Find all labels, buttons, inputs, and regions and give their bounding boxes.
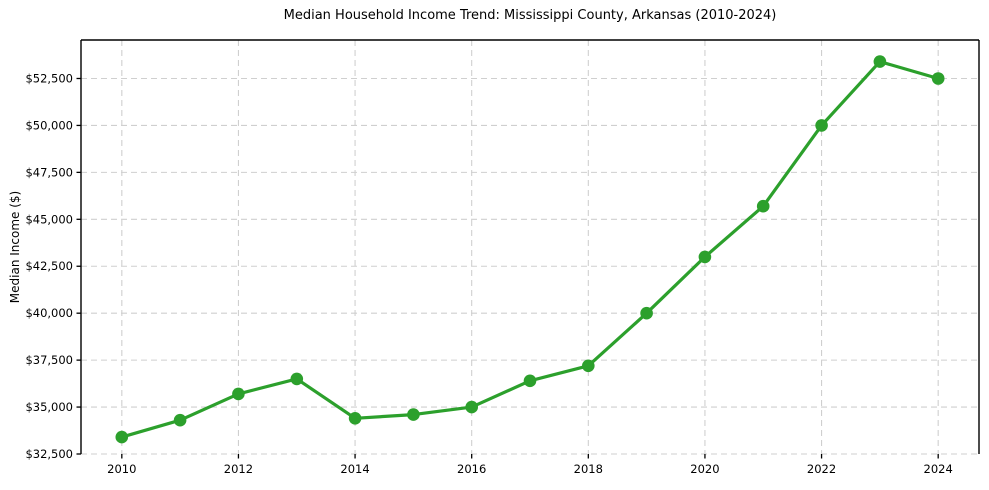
y-tick-label: $42,500 [25, 259, 73, 273]
data-point-2023 [873, 55, 887, 68]
y-tick-label: $35,000 [25, 400, 73, 414]
data-point-2021 [756, 199, 770, 213]
x-tick-label: 2010 [107, 462, 136, 476]
data-point-2024 [931, 72, 945, 85]
data-point-2018 [582, 359, 595, 373]
data-point-2011 [173, 413, 187, 427]
y-tick-label: $52,500 [25, 71, 73, 85]
chart-title: Median Household Income Trend: Mississip… [283, 8, 777, 23]
data-point-2017 [523, 374, 537, 388]
data-point-2022 [815, 119, 828, 132]
data-point-2015 [407, 408, 420, 421]
x-tick-label: 2018 [574, 462, 603, 476]
data-point-2012 [232, 387, 245, 401]
data-point-2020 [698, 250, 712, 264]
x-tick-label: 2020 [690, 462, 719, 476]
x-tick-label: 2022 [807, 462, 836, 476]
data-point-2010 [115, 430, 129, 444]
data-point-2014 [348, 412, 362, 425]
data-point-2013 [290, 372, 304, 386]
y-tick-label: $45,000 [25, 212, 73, 226]
y-tick-label: $40,000 [25, 306, 73, 320]
x-tick-label: 2016 [457, 462, 486, 476]
x-tick-label: 2012 [224, 462, 253, 476]
x-tick-label: 2024 [924, 462, 953, 476]
data-point-2016 [465, 400, 479, 414]
y-tick-label: $47,500 [25, 165, 73, 179]
y-tick-label: $37,500 [25, 353, 73, 367]
x-tick-label: 2014 [340, 462, 369, 476]
y-tick-label: $32,500 [25, 447, 73, 461]
y-tick-label: $50,000 [25, 118, 73, 132]
data-point-2019 [640, 306, 653, 320]
